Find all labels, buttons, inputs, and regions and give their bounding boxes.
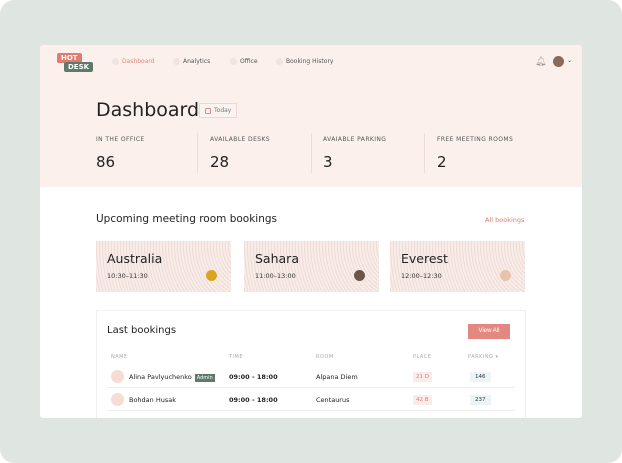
column-header: TIME bbox=[229, 354, 244, 360]
avatar bbox=[354, 270, 365, 281]
stat-value: 2 bbox=[437, 153, 447, 171]
parking-badge: 237 bbox=[470, 395, 491, 405]
time: 09:00 - 18:00 bbox=[229, 396, 278, 404]
nav-label: Office bbox=[240, 58, 258, 65]
name: Bohdan Husak bbox=[129, 396, 176, 404]
avatar bbox=[111, 393, 124, 406]
sortable-header-label: PARKING ▾ bbox=[468, 354, 499, 360]
stat-label: IN THE OFFICE bbox=[96, 136, 145, 143]
date-filter-button[interactable]: Today bbox=[199, 103, 238, 118]
logo[interactable]: HOT bbox=[57, 53, 82, 63]
avatar bbox=[500, 270, 511, 281]
office-icon bbox=[230, 58, 237, 65]
name: Alina Pavlyuchenko bbox=[129, 373, 192, 381]
home-icon bbox=[112, 58, 119, 65]
room-name: Sahara bbox=[255, 251, 299, 266]
chart-icon bbox=[173, 58, 180, 65]
booking-time: 10:30–11:30 bbox=[107, 272, 148, 280]
nav-dashboard[interactable]: Dashboard bbox=[112, 58, 155, 65]
parking-badge: 146 bbox=[470, 372, 491, 382]
last-bookings-panel bbox=[96, 310, 526, 418]
place-badge: 21 D bbox=[413, 372, 432, 382]
section-title: Last bookings bbox=[107, 325, 177, 336]
divider bbox=[197, 133, 198, 173]
logo-secondary[interactable]: DESK bbox=[64, 62, 94, 72]
table-row[interactable]: Bohdan Husak 09:00 - 18:00 Centaurus 42 … bbox=[107, 389, 515, 411]
stat-label: FREE MEETING ROOMS bbox=[437, 136, 514, 143]
calendar-icon bbox=[205, 107, 211, 114]
place-badge: 42 B bbox=[413, 395, 432, 405]
room: Alpana Diem bbox=[316, 373, 358, 381]
stat-value: 86 bbox=[96, 153, 116, 171]
all-bookings-link[interactable]: All bookings bbox=[485, 216, 525, 224]
admin-badge: Admin bbox=[194, 374, 215, 382]
booking-time: 11:00–13:00 bbox=[255, 272, 296, 280]
stat-label: AVAILABLE DESKS bbox=[210, 136, 271, 143]
stat-label: AVAIABLE PARKING bbox=[323, 136, 387, 143]
avatar bbox=[206, 270, 217, 281]
nav-label: Dashboard bbox=[122, 58, 155, 65]
table-row[interactable]: Alina Pavlyuchenko Admin 09:00 - 18:00 Al… bbox=[107, 366, 515, 388]
avatar bbox=[111, 370, 124, 383]
page-title: Dashboard bbox=[96, 99, 200, 121]
app-window: HOT DESK Dashboard Analytics Office Book… bbox=[40, 45, 582, 418]
booking-time: 12:00–12:30 bbox=[401, 272, 442, 280]
divider bbox=[311, 133, 312, 173]
section-title: Upcoming meeting room bookings bbox=[96, 213, 277, 225]
view-all-button[interactable]: View All bbox=[468, 324, 510, 339]
history-icon bbox=[276, 58, 283, 65]
nav-label: Analytics bbox=[183, 58, 211, 65]
booking-card[interactable]: Sahara 11:00–13:00 bbox=[244, 241, 379, 292]
date-filter-label: Today bbox=[214, 107, 232, 114]
room: Centaurus bbox=[316, 396, 350, 404]
booking-card[interactable]: Everest 12:00–12:30 bbox=[390, 241, 525, 292]
divider bbox=[424, 133, 425, 173]
stat-value: 3 bbox=[323, 153, 333, 171]
room-name: Everest bbox=[401, 251, 448, 266]
bell-icon[interactable]: 🔔︎ bbox=[535, 57, 547, 67]
nav-label: Booking History bbox=[286, 58, 334, 65]
column-header[interactable]: PARKING ▾ bbox=[468, 354, 499, 360]
nav-analytics[interactable]: Analytics bbox=[173, 58, 210, 65]
column-header: PLACE bbox=[413, 354, 432, 360]
stat-value: 28 bbox=[210, 153, 230, 171]
column-header: ROOM bbox=[316, 354, 334, 360]
nav-booking-history[interactable]: Booking History bbox=[276, 58, 333, 65]
room-name: Australia bbox=[107, 251, 163, 266]
time: 09:00 - 18:00 bbox=[229, 373, 278, 381]
column-header: NAME bbox=[111, 354, 128, 360]
chevron-down-icon[interactable]: ⌄ bbox=[567, 57, 573, 64]
nav-office[interactable]: Office bbox=[230, 58, 258, 65]
booking-card[interactable]: Australia 10:30–11:30 bbox=[96, 241, 231, 292]
user-avatar[interactable] bbox=[553, 56, 564, 67]
